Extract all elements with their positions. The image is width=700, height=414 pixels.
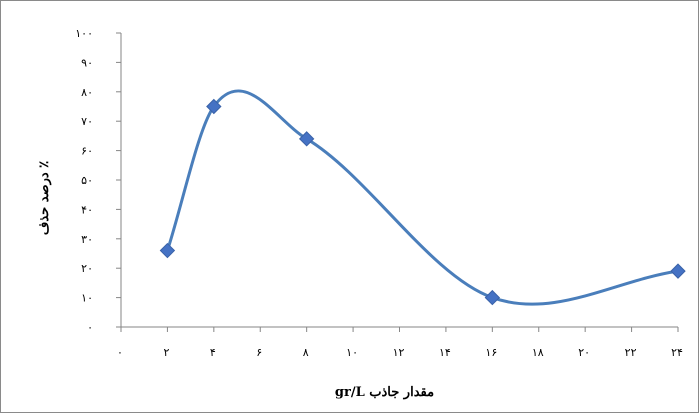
x-tick-label: ۱۶ [485,346,497,359]
data-point [298,131,315,147]
y-axis-title: ٪ درصد حذف [37,161,52,235]
y-tick-label: ۳۰ [81,233,93,246]
y-tick-label: ۷۰ [81,115,93,128]
x-tick-label: ۱۲ [393,346,405,359]
y-ticks: ۰ ۱۰ ۲۰ ۳۰ ۴۰ ۵۰ ۶۰ ۷۰ ۸۰ ۹۰ ۱۰۰ [75,27,121,334]
y-tick-label: ۰ [87,321,93,334]
y-tick-label: ۲۰ [81,262,93,275]
data-point [206,98,222,115]
data-point [670,263,686,279]
x-tick-label: ۱۰ [346,346,358,359]
x-tick-label: ۲۰ [578,346,590,359]
series-layer [159,89,686,306]
y-tick-label: ۵۰ [81,174,93,187]
x-tick-label: ۸ [303,346,309,359]
y-tick-label: ۱۰ [81,292,93,305]
x-tick-label: ۴ [210,346,216,359]
data-point [159,242,176,259]
y-tick-label: ۸۰ [81,86,93,99]
y-tick-label: ۹۰ [81,56,93,69]
axes [120,33,678,328]
x-tick-label: ۱۸ [532,346,544,359]
x-tick-label: ۶ [256,346,262,359]
x-tick-label: ۰ [117,346,123,359]
x-tick-label: ۲۴ [671,346,683,359]
x-ticks: ۰ ۲ ۴ ۶ ۸ ۱۰ ۱۲ ۱۴ ۱۶ ۱۸ ۲۰ ۲۲ ۲۴ [117,327,683,359]
series-line [165,89,680,306]
x-axis-title: مقدار جاذب gr/L [335,385,434,400]
x-tick-label: ۱۴ [439,346,451,359]
y-tick-label: ۴۰ [81,203,93,216]
x-tick-label: ۲۲ [625,346,637,359]
y-tick-label: ۱۰۰ [75,27,93,40]
data-point [484,289,501,306]
y-tick-label: ۶۰ [81,145,93,158]
x-tick-label: ۲ [163,346,169,359]
